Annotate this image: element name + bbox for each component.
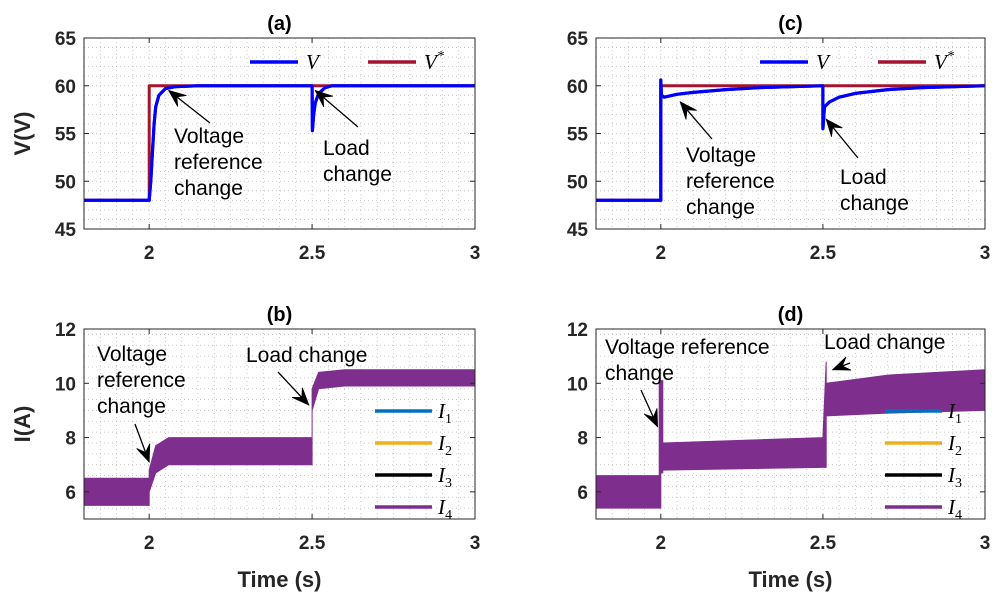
legend-label: V* <box>424 49 444 74</box>
annotation-arrowhead <box>136 443 151 463</box>
annotation-arrowhead <box>291 387 310 406</box>
x-axis-label: Time (s) <box>749 567 833 592</box>
legend-label: V* <box>934 49 954 74</box>
x-tick-label: 3 <box>980 243 991 264</box>
annotation-text: Voltage <box>97 343 167 366</box>
series-i4-band <box>84 369 475 506</box>
x-tick-label: 2.5 <box>299 243 326 264</box>
x-tick-label: 2.5 <box>810 533 837 554</box>
series-v-line-overlay <box>596 78 985 202</box>
annotation-text: change <box>323 163 392 186</box>
annotations: Voltage reference change Load change <box>605 331 945 428</box>
x-tick-label: 2.5 <box>810 243 837 264</box>
x-tick-label: 3 <box>470 243 481 264</box>
annotation-arrowhead <box>831 356 852 371</box>
y-tick-label: 50 <box>55 172 76 193</box>
y-tick-label: 12 <box>567 320 588 341</box>
annotation-text: change <box>686 196 755 219</box>
y-axis-label: V(V) <box>10 112 35 156</box>
annotation-arrowhead <box>167 89 187 107</box>
panel-a: 2 2.5 3 45 50 55 60 65 (a) V(V) V V* Voltage referenc… <box>10 13 480 264</box>
annotation-text: Voltage reference <box>605 336 770 359</box>
series-i4-band <box>596 361 985 509</box>
annotation-arrowhead <box>825 118 843 137</box>
annotation-text: Voltage <box>174 125 244 148</box>
legend-label: I2 <box>947 431 962 459</box>
panel-d: 2 2.5 3 6 8 10 12 (d) Time (s) I1 I2 I3 I4 Voltage re… <box>567 304 990 592</box>
legend: I1 I2 I3 I4 <box>375 399 452 523</box>
panel-title: (d) <box>778 304 804 326</box>
annotation-arrowhead <box>679 101 697 120</box>
annotation-text: change <box>840 192 909 215</box>
annotation-arrowhead <box>643 408 659 428</box>
annotation-text: reference <box>174 151 263 174</box>
annotations: Voltage reference change Load change <box>97 343 367 463</box>
panel-b: 2 2.5 3 6 8 10 12 (b) I(A) Time (s) I1 I2 I3 I4 Voltag… <box>10 304 480 592</box>
annotation-text: Load <box>323 137 370 160</box>
y-tick-label: 55 <box>567 125 589 146</box>
legend-label: V <box>816 50 831 74</box>
axes-frame <box>83 328 476 520</box>
y-tick-label: 8 <box>65 429 76 450</box>
annotation-text: Load change <box>246 344 367 367</box>
legend: V V* <box>760 49 954 74</box>
y-tick-label: 50 <box>567 172 588 193</box>
legend-label: V <box>306 50 321 74</box>
annotation-arrowhead <box>314 89 333 108</box>
panel-title: (c) <box>778 13 802 35</box>
y-tick-label: 6 <box>65 483 76 504</box>
y-tick-label: 45 <box>55 220 77 241</box>
annotation-text: Load change <box>824 331 945 354</box>
x-tick-label: 2 <box>656 533 667 554</box>
x-tick-label: 2 <box>656 243 667 264</box>
legend-label: I4 <box>437 495 452 523</box>
y-tick-label: 10 <box>567 374 588 395</box>
x-tick-label: 2 <box>144 243 155 264</box>
axes-frame <box>595 328 986 520</box>
annotations: Voltage reference change Load change <box>167 89 392 200</box>
y-tick-label: 45 <box>567 220 589 241</box>
legend-label: I3 <box>947 463 962 491</box>
legend-label: I4 <box>947 495 962 523</box>
annotation-text: change <box>605 362 674 385</box>
y-axis-label: I(A) <box>10 406 35 443</box>
x-tick-label: 2 <box>144 533 155 554</box>
legend-label: I1 <box>437 399 452 427</box>
annotation-text: change <box>97 395 166 418</box>
annotation-text: Voltage <box>686 144 756 167</box>
y-tick-label: 12 <box>55 320 76 341</box>
panel-title: (a) <box>267 13 291 35</box>
legend-label: I2 <box>437 431 452 459</box>
y-tick-label: 65 <box>55 29 77 50</box>
legend-label: I3 <box>437 463 452 491</box>
panel-c: 2 2.5 3 45 50 55 60 65 (c) V V* Voltage reference cha… <box>567 13 990 264</box>
annotation-text: change <box>174 177 243 200</box>
x-tick-label: 3 <box>980 533 991 554</box>
legend-label: I1 <box>947 399 962 427</box>
annotation-text: reference <box>97 369 186 392</box>
annotation-text: Load <box>840 166 887 189</box>
x-tick-label: 2.5 <box>299 533 326 554</box>
legend: I1 I2 I3 I4 <box>885 399 962 523</box>
x-axis-label: Time (s) <box>238 567 322 592</box>
y-tick-label: 8 <box>577 429 588 450</box>
y-tick-label: 10 <box>55 374 76 395</box>
x-tick-label: 3 <box>470 533 481 554</box>
annotation-text: reference <box>686 170 775 193</box>
y-tick-label: 60 <box>567 77 588 98</box>
panel-title: (b) <box>267 304 293 326</box>
annotations: Voltage reference change Load change <box>679 101 909 219</box>
y-tick-label: 6 <box>577 483 588 504</box>
y-tick-label: 55 <box>55 125 77 146</box>
y-tick-label: 60 <box>55 77 76 98</box>
legend: V V* <box>250 49 444 74</box>
y-tick-label: 65 <box>567 29 589 50</box>
